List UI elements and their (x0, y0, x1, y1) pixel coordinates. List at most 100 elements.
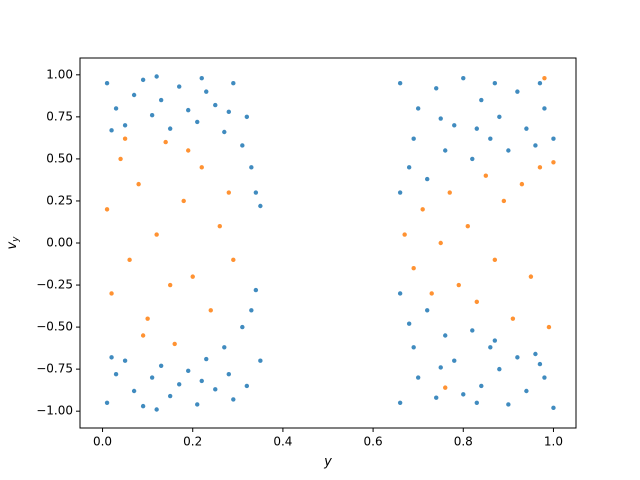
scatter-point (249, 308, 254, 313)
scatter-point (470, 156, 475, 162)
scatter-point (537, 81, 543, 86)
scatter-point (461, 75, 466, 81)
scatter-point (253, 287, 259, 293)
scatter-point (172, 341, 177, 347)
scatter-point (542, 106, 547, 111)
plot-frame (79, 57, 577, 429)
scatter-point (406, 165, 412, 170)
scatter-point (154, 407, 159, 412)
scatter-point (113, 371, 119, 377)
scatter-point (244, 383, 250, 389)
scatter-point (515, 355, 520, 360)
scatter-point (118, 156, 123, 162)
scatter-point (158, 363, 164, 368)
scatter-point (415, 106, 421, 111)
scatter-point (411, 345, 416, 350)
scatter-point (217, 223, 222, 229)
scatter-point (474, 400, 479, 405)
scatter-point (226, 109, 231, 115)
scatter-point (127, 257, 132, 263)
scatter-point (109, 355, 114, 360)
scatter-point (199, 75, 204, 81)
x-tick-label: 0.4 (273, 435, 292, 449)
scatter-point (465, 223, 470, 229)
scatter-point (461, 392, 466, 397)
scatter-point (122, 136, 128, 141)
y-axis-label: vy (5, 236, 21, 250)
scatter-point (497, 114, 502, 120)
scatter-point (240, 324, 245, 330)
scatter-point (131, 388, 137, 394)
scatter-point (154, 232, 159, 237)
scatter-point (109, 128, 114, 133)
scatter-point (167, 282, 173, 288)
scatter-point (131, 92, 137, 98)
scatter-point (397, 291, 403, 296)
scatter-point (240, 143, 245, 148)
scatter-point (420, 207, 425, 212)
scatter-point (113, 106, 119, 111)
scatter-point (415, 375, 421, 380)
scatter-point (163, 139, 168, 145)
y-tick-label: −0.25 (36, 278, 73, 292)
scatter-point (109, 291, 114, 296)
scatter-point (195, 119, 200, 125)
scatter-point (443, 333, 448, 338)
scatter-point (149, 375, 155, 380)
scatter-point (434, 395, 439, 400)
scatter-point (213, 387, 218, 392)
scatter-point (199, 378, 204, 384)
x-tick-label: 0.8 (454, 435, 473, 449)
scatter-point (397, 400, 403, 405)
scatter-point (145, 316, 150, 321)
scatter-point (443, 148, 448, 153)
scatter-point (515, 89, 520, 94)
scatter-point (528, 274, 534, 279)
scatter-point (411, 136, 416, 141)
scatter-point (537, 361, 543, 367)
scatter-point (488, 136, 493, 141)
x-tick-label: 0.2 (183, 435, 202, 449)
y-tick-label: 1.00 (46, 67, 73, 81)
scatter-point (533, 351, 538, 357)
scatter-point (177, 84, 182, 89)
scatter-point (104, 400, 110, 405)
y-tick-label: 0.00 (46, 236, 73, 250)
scatter-point (199, 165, 204, 170)
scatter-point (397, 81, 403, 86)
scatter-point (397, 190, 403, 195)
scatter-point (213, 102, 218, 108)
scatter-point (425, 308, 430, 313)
scatter-point (167, 126, 173, 131)
scatter-point (258, 358, 263, 363)
scatter-point (411, 266, 416, 271)
scatter-point (501, 198, 507, 204)
scatter-point (140, 333, 146, 338)
scatter-point (452, 358, 457, 363)
scatter-point (204, 89, 209, 94)
x-axis-label: y (323, 455, 332, 470)
scatter-point (186, 107, 191, 113)
scatter-point (167, 393, 173, 399)
scatter-point (186, 148, 191, 153)
scatter-point (140, 77, 146, 83)
scatter-point (195, 402, 200, 407)
y-label-sub: y (11, 236, 21, 243)
scatter-point (154, 74, 159, 79)
scatter-point (253, 190, 259, 195)
scatter-point (551, 136, 556, 141)
scatter-point (470, 328, 475, 333)
scatter-point (474, 126, 479, 131)
scatter-point (551, 160, 556, 165)
scatter-point (231, 257, 236, 263)
x-tick-label: 0.0 (93, 435, 112, 449)
x-tick-label: 0.6 (364, 435, 383, 449)
scatter-point (551, 405, 556, 411)
scatter-point (434, 86, 439, 91)
y-tick-label: −0.75 (36, 362, 73, 376)
x-tick-label: 1.0 (544, 435, 563, 449)
scatter-point (542, 375, 547, 380)
scatter-point (402, 232, 407, 237)
scatter-point (546, 324, 552, 330)
